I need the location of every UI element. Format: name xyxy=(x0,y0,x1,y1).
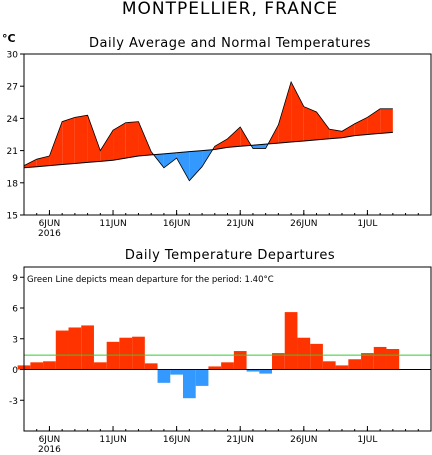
departure-bar xyxy=(335,365,349,370)
departure-bar xyxy=(348,359,362,370)
departure-bar xyxy=(157,369,171,383)
departure-bar xyxy=(170,369,183,375)
departure-bar xyxy=(182,369,196,399)
departure-area-segment xyxy=(189,150,203,181)
x-tick-label: 16JUN xyxy=(163,435,190,445)
x-tick-label: 11JUN xyxy=(99,435,126,445)
y-tick-label: 0 xyxy=(12,366,18,376)
departure-bar xyxy=(195,369,209,386)
bottom-chart-title: Daily Temperature Departures xyxy=(125,248,335,263)
x-tick-label: 6JUN xyxy=(39,435,61,445)
y-tick-label: -3 xyxy=(9,397,18,407)
y-tick-label: 3 xyxy=(12,335,18,345)
departure-bar xyxy=(68,327,82,370)
x-year-label: 2016 xyxy=(38,229,61,239)
departure-area-segment xyxy=(329,129,342,139)
x-tick-label: 1JUL xyxy=(357,219,377,229)
departure-bar xyxy=(386,349,400,370)
x-tick-label: 11JUN xyxy=(99,219,126,229)
y-tick-label: 21 xyxy=(7,147,18,157)
departure-bar xyxy=(43,361,56,370)
departure-bar xyxy=(119,337,133,370)
departure-area-segment xyxy=(380,108,393,134)
x-tick-label: 16JUN xyxy=(163,219,190,229)
departure-bar xyxy=(361,353,374,370)
departure-area-segment xyxy=(87,115,101,163)
top-y-unit-label: °C xyxy=(2,32,16,45)
departure-bar xyxy=(221,362,234,370)
normal-temperature-line xyxy=(23,131,393,169)
departure-bar xyxy=(233,351,247,370)
departure-bar xyxy=(259,369,273,374)
departure-area-segment xyxy=(24,159,37,168)
departure-bar xyxy=(373,346,387,370)
departure-bar xyxy=(208,366,222,370)
departure-area-segment xyxy=(227,126,241,148)
departure-bar xyxy=(106,341,120,370)
departure-bar xyxy=(30,362,44,370)
x-tick-label: 6JUN xyxy=(39,219,61,229)
departure-bar xyxy=(284,312,298,370)
departure-bar xyxy=(55,330,69,370)
x-tick-label: 21JUN xyxy=(227,219,254,229)
departure-area-segment xyxy=(113,122,126,161)
y-tick-label: 9 xyxy=(12,274,18,284)
departure-area-segment xyxy=(49,121,63,166)
departure-area-segment xyxy=(74,115,88,164)
y-tick-label: 15 xyxy=(7,212,18,222)
departure-bar xyxy=(132,336,145,370)
y-tick-label: 18 xyxy=(7,179,19,189)
departure-area-segment xyxy=(125,121,139,159)
bottom-chart: -3 0 3 6 9 6JUN 11JUN 16JUN 21JUN 26JUN 1JUL 2016 xyxy=(9,266,432,455)
y-tick-label: 30 xyxy=(7,51,19,61)
station-title: MONTPELLIER, FRANCE xyxy=(122,0,338,19)
top-chart: 15 18 21 24 27 30 6JUN 11JUN 16JUN 21JUN 26JUN 1JUL… xyxy=(7,51,432,239)
departure-area-segment xyxy=(354,117,368,136)
departure-area-segment xyxy=(214,138,228,150)
y-tick-label: 6 xyxy=(12,305,18,315)
departure-area-segment xyxy=(163,152,177,168)
departure-area-segment xyxy=(100,130,114,162)
x-tick-label: 21JUN xyxy=(227,435,254,445)
x-tick-label: 1JUL xyxy=(357,435,377,445)
departure-bar xyxy=(81,325,94,370)
departure-area-segment xyxy=(303,106,317,141)
y-tick-label: 27 xyxy=(7,83,18,93)
top-chart-title: Daily Average and Normal Temperatures xyxy=(89,36,371,51)
departure-area-segment xyxy=(278,81,292,144)
departure-area-segment xyxy=(291,81,304,143)
departure-area-segment xyxy=(138,121,152,156)
departure-bar xyxy=(310,343,323,370)
departure-area-segment xyxy=(176,151,190,181)
departure-bar xyxy=(297,337,311,370)
departure-bar xyxy=(246,369,260,372)
mean-departure-note: Green Line depicts mean departure for th… xyxy=(27,275,274,285)
daily-average-line xyxy=(23,80,393,182)
departure-area-segment xyxy=(316,111,330,140)
departure-bar xyxy=(322,361,336,370)
x-tick-label: 26JUN xyxy=(290,219,317,229)
x-tick-label: 26JUN xyxy=(290,435,317,445)
departure-area-segment xyxy=(62,117,75,165)
departure-bar xyxy=(93,362,107,370)
y-tick-label: 24 xyxy=(7,115,19,125)
departure-area-segment xyxy=(341,123,355,138)
departure-bar xyxy=(144,363,158,370)
x-year-label: 2016 xyxy=(38,445,61,455)
departure-bar xyxy=(272,353,285,370)
